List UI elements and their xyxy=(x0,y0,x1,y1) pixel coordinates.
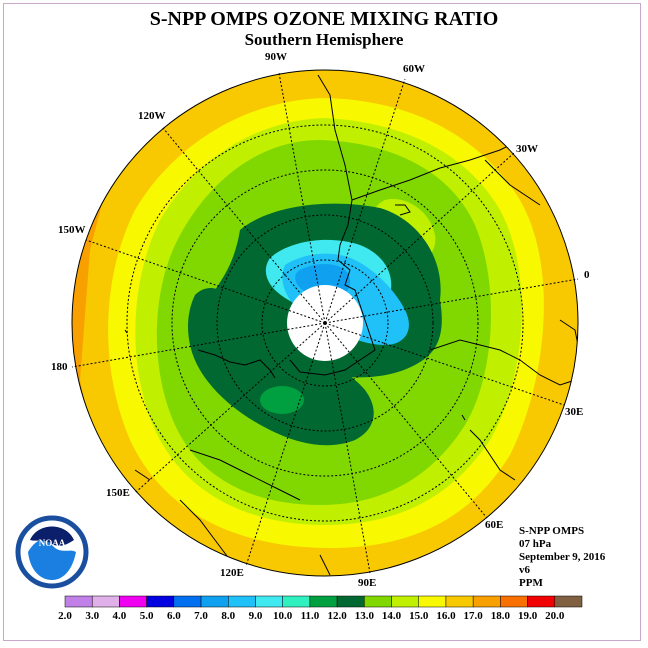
colorbar-swatch xyxy=(282,595,311,608)
colorbar: 2.0 3.0 4.0 5.0 6.0 7.0 8.0 9.0 10.0 11.0 12.0 13.0… xyxy=(58,595,583,622)
colorbar-swatch xyxy=(91,595,120,608)
longitude-labels: 90W 60W 30W 0 30E 60E 90E 120E 150E 180 … xyxy=(51,51,590,589)
colorbar-swatch xyxy=(309,595,338,608)
colorbar-swatch xyxy=(146,595,175,608)
colorbar-swatch xyxy=(200,595,229,608)
colorbar-tick-label: 12.0 xyxy=(327,610,347,622)
colorbar-tick-label: 17.0 xyxy=(464,610,484,622)
colorbar-swatch xyxy=(445,595,474,608)
colorbar-swatch xyxy=(472,595,501,608)
colorbar-tick-label: 8.0 xyxy=(221,610,235,622)
colorbar-tick-label: 3.0 xyxy=(85,610,99,622)
contour-11-12-arm xyxy=(188,288,374,446)
colorbar-swatch xyxy=(500,595,528,608)
colorbar-swatch xyxy=(64,595,93,608)
contour-10-11 xyxy=(260,386,304,414)
colorbar-swatch xyxy=(391,595,419,608)
info-date: September 9, 2016 xyxy=(519,551,606,563)
colorbar-tick-label: 7.0 xyxy=(194,610,208,622)
map-boundary xyxy=(71,69,579,577)
info-instrument: S-NPP OMPS xyxy=(519,525,585,537)
colorbar-swatch xyxy=(418,595,447,608)
colorbar-swatch xyxy=(527,595,556,608)
colorbar-tick-label: 2.0 xyxy=(58,610,72,622)
colorbar-tick-label: 6.0 xyxy=(167,610,181,622)
colorbar-swatch xyxy=(336,595,365,608)
colorbar-tick-label: 4.0 xyxy=(113,610,127,622)
graticule xyxy=(71,72,579,574)
colorbar-tick-label: 15.0 xyxy=(409,610,429,622)
map-subtitle: Southern Hemisphere xyxy=(244,30,404,49)
colorbar-tick-label: 13.0 xyxy=(355,610,375,622)
lon-label-30e: 30E xyxy=(565,406,583,418)
page-frame xyxy=(3,3,641,641)
colorbar-swatch xyxy=(228,595,256,608)
lon-label-180: 180 xyxy=(51,361,68,373)
colorbar-tick-label: 10.0 xyxy=(273,610,293,622)
lon-label-90e: 90E xyxy=(358,577,376,589)
colorbar-swatch xyxy=(554,595,583,608)
colorbar-tick-label: 9.0 xyxy=(249,610,263,622)
colorbar-tick-label: 20.0 xyxy=(545,610,565,622)
colorbar-swatch xyxy=(255,595,283,608)
lon-label-30w: 30W xyxy=(516,143,538,155)
info-level: 07 hPa xyxy=(519,538,552,550)
colorbar-swatch xyxy=(119,595,147,608)
colorbar-tick-label: 18.0 xyxy=(491,610,511,622)
colorbar-swatch xyxy=(173,595,202,608)
noaa-logo: NOAA xyxy=(15,515,89,589)
colorbar-tick-label: 16.0 xyxy=(436,610,456,622)
lon-label-60w: 60W xyxy=(403,63,425,75)
info-units: PPM xyxy=(519,577,543,589)
lon-label-120e: 120E xyxy=(220,567,244,579)
info-version: v6 xyxy=(519,564,530,576)
colorbar-swatch xyxy=(364,595,392,608)
colorbar-tick-label: 14.0 xyxy=(382,610,402,622)
coastlines xyxy=(124,74,578,576)
colorbar-tick-label: 11.0 xyxy=(301,610,320,622)
noaa-logo-text: NOAA xyxy=(39,538,66,548)
south-pole-marker xyxy=(323,321,327,325)
lon-label-120w: 120W xyxy=(138,110,166,122)
lon-label-60e: 60E xyxy=(485,519,503,531)
lon-label-90w: 90W xyxy=(265,51,287,63)
lon-label-150e: 150E xyxy=(106,487,130,499)
colorbar-tick-label: 19.0 xyxy=(518,610,538,622)
lon-label-0: 0 xyxy=(584,269,590,281)
colorbar-tick-label: 5.0 xyxy=(140,610,154,622)
lon-label-150w: 150W xyxy=(58,224,86,236)
map-title: S-NPP OMPS OZONE MIXING RATIO xyxy=(149,8,499,30)
